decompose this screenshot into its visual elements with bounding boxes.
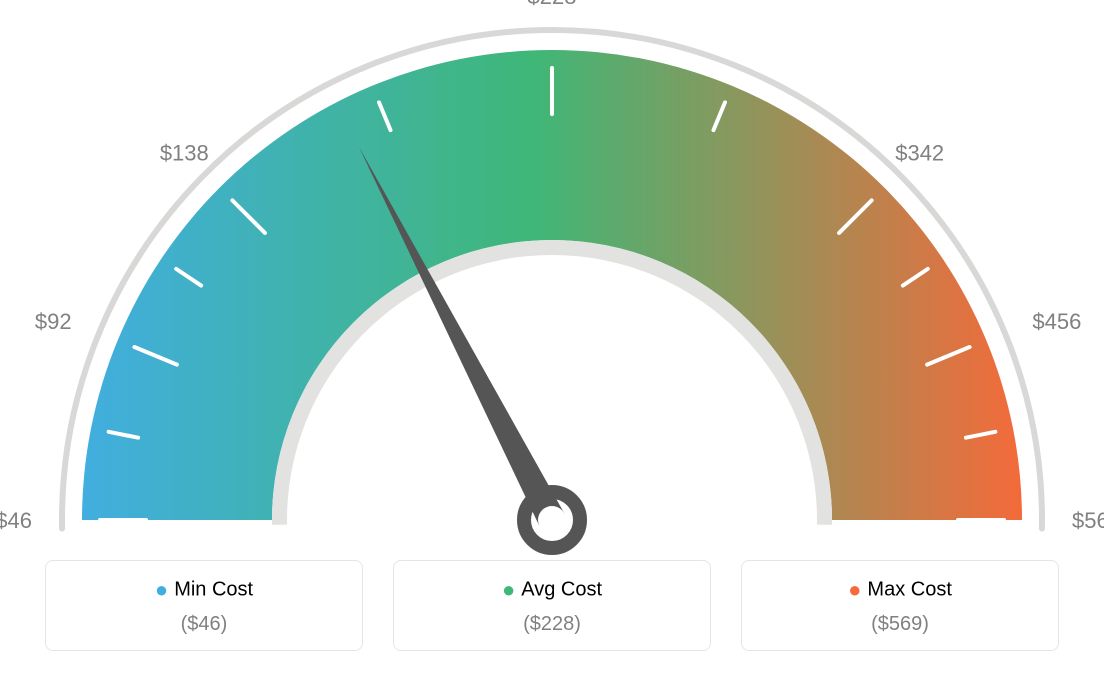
dot-icon: ● (502, 577, 515, 602)
svg-text:$342: $342 (895, 140, 944, 165)
dot-icon: ● (155, 577, 168, 602)
legend-label-min: ● Min Cost (56, 577, 352, 603)
dot-icon: ● (848, 577, 861, 602)
legend-label-min-text: Min Cost (174, 578, 253, 600)
svg-text:$138: $138 (160, 140, 209, 165)
legend-value-max: ($569) (752, 613, 1048, 636)
svg-text:$228: $228 (528, 0, 577, 9)
legend-row: ● Min Cost ($46) ● Avg Cost ($228) ● Max Co… (0, 560, 1104, 651)
gauge-svg: $46 $92 $138 $228 $342 $456 $569 (0, 0, 1104, 560)
svg-text:$92: $92 (35, 309, 72, 334)
legend-value-avg: ($228) (404, 613, 700, 636)
svg-text:$569: $569 (1072, 508, 1104, 533)
legend-label-avg-text: Avg Cost (521, 578, 602, 600)
legend-card-avg: ● Avg Cost ($228) (393, 560, 711, 651)
legend-card-max: ● Max Cost ($569) (741, 560, 1059, 651)
svg-text:$46: $46 (0, 508, 32, 533)
legend-value-min: ($46) (56, 613, 352, 636)
legend-card-min: ● Min Cost ($46) (45, 560, 363, 651)
legend-label-avg: ● Avg Cost (404, 577, 700, 603)
cost-gauge-widget: $46 $92 $138 $228 $342 $456 $569 ● Min Cost ($4… (0, 0, 1104, 690)
legend-label-max-text: Max Cost (867, 578, 951, 600)
gauge-chart: $46 $92 $138 $228 $342 $456 $569 (0, 0, 1104, 560)
legend-label-max: ● Max Cost (752, 577, 1048, 603)
svg-text:$456: $456 (1032, 309, 1081, 334)
